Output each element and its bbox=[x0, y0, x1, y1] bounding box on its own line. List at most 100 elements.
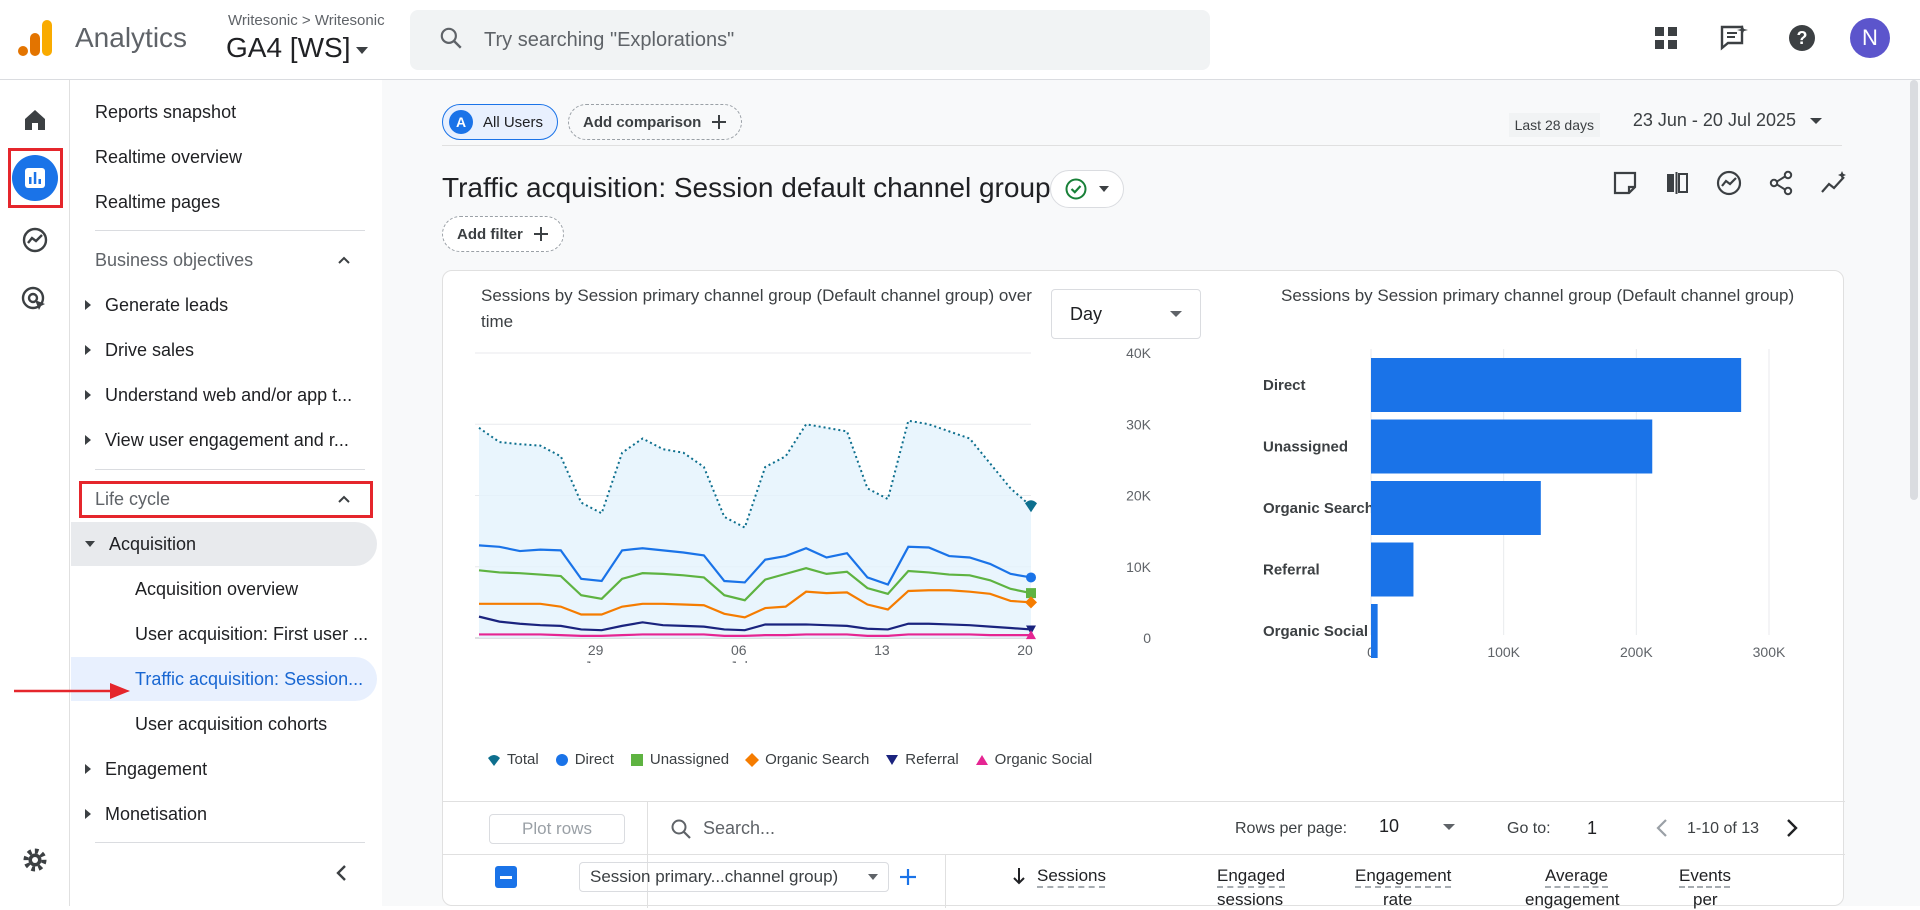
dimension-label: Session primary...channel group) bbox=[590, 867, 839, 886]
bar-chart-title: Sessions by Session primary channel grou… bbox=[1281, 286, 1795, 305]
plot-rows-button[interactable]: Plot rows bbox=[489, 814, 625, 844]
col-average-engagement[interactable]: Average bbox=[1545, 866, 1609, 885]
rows-per-page-label: Rows per page: bbox=[1235, 820, 1348, 837]
plus-icon bbox=[533, 227, 548, 241]
date-range-picker[interactable]: 23 Jun - 20 Jul 2025 bbox=[1633, 110, 1822, 131]
nav-reports-snapshot[interactable]: Reports snapshot bbox=[95, 101, 237, 122]
collapse-nav-icon[interactable] bbox=[334, 864, 350, 887]
settings-icon[interactable] bbox=[15, 840, 55, 880]
col-engaged-sessions[interactable]: Engaged bbox=[1217, 866, 1286, 885]
rows-per-page-select[interactable]: 10 bbox=[1379, 816, 1455, 837]
bar-category-label: Direct bbox=[1263, 377, 1306, 394]
next-page-icon[interactable] bbox=[1785, 818, 1799, 838]
legend-item[interactable]: Total bbox=[487, 751, 539, 768]
y-tick-label: 40K bbox=[1126, 345, 1152, 361]
user-avatar[interactable]: N bbox=[1850, 18, 1890, 58]
dimension-select[interactable]: Session primary...channel group) bbox=[579, 862, 889, 892]
nav-view-engagement[interactable]: View user engagement and r... bbox=[71, 418, 381, 462]
analytics-logo-icon[interactable] bbox=[18, 20, 54, 58]
add-dimension-icon[interactable] bbox=[899, 868, 917, 886]
nav-realtime-overview[interactable]: Realtime overview bbox=[95, 146, 243, 167]
caret-right-icon bbox=[85, 390, 91, 400]
end-marker-direct bbox=[1026, 572, 1036, 583]
check-circle-icon bbox=[1065, 178, 1087, 200]
goto-input[interactable]: 1 bbox=[1587, 818, 1598, 838]
prev-page-icon[interactable] bbox=[1655, 818, 1669, 838]
business-objectives-section[interactable]: Business objectives bbox=[71, 238, 371, 282]
search-bar[interactable]: Try searching "Explorations" bbox=[410, 10, 1210, 70]
series-line-unassigned bbox=[478, 567, 1032, 602]
select-all-checkbox[interactable] bbox=[495, 866, 517, 888]
legend-item[interactable]: Referral bbox=[885, 751, 959, 768]
title-status-chip[interactable] bbox=[1050, 170, 1124, 208]
series-line-total bbox=[478, 419, 1032, 529]
property-selector[interactable]: GA4 [WS] bbox=[226, 32, 369, 64]
search-icon bbox=[438, 25, 464, 56]
legend-item[interactable]: Unassigned bbox=[630, 751, 729, 768]
advertising-icon[interactable] bbox=[15, 280, 55, 320]
help-icon[interactable]: ? bbox=[1782, 18, 1822, 58]
business-objectives-label: Business objectives bbox=[95, 249, 254, 270]
nav-user-acquisition-cohorts[interactable]: User acquisition cohorts bbox=[135, 713, 328, 734]
legend-item[interactable]: Direct bbox=[555, 751, 614, 768]
report-card: Sessions by Session primary channel grou… bbox=[442, 270, 1845, 909]
feedback-icon[interactable] bbox=[1714, 18, 1754, 58]
col-sessions[interactable]: Sessions bbox=[1037, 866, 1106, 885]
share-icon[interactable] bbox=[1768, 170, 1794, 196]
series-line-direct bbox=[478, 544, 1032, 586]
nav-acquisition-overview[interactable]: Acquisition overview bbox=[135, 578, 299, 599]
add-comparison-button[interactable]: Add comparison bbox=[568, 104, 743, 140]
end-marker-organic-social bbox=[1026, 630, 1036, 640]
legend-item[interactable]: Organic Search bbox=[745, 751, 869, 768]
add-filter-button[interactable]: Add filter bbox=[442, 216, 564, 252]
col-engagement-rate[interactable]: Engagement bbox=[1355, 866, 1452, 885]
legend-label: Unassigned bbox=[649, 751, 730, 768]
goto-label: Go to: bbox=[1507, 820, 1551, 837]
nav-drive-sales[interactable]: Drive sales bbox=[71, 328, 381, 372]
caret-down-icon bbox=[356, 46, 369, 54]
legend-marker-tri-up-icon bbox=[975, 754, 988, 765]
nav-understand-traffic[interactable]: Understand web and/or app t... bbox=[71, 373, 381, 417]
caret-down-icon bbox=[1443, 823, 1455, 830]
explore-icon[interactable] bbox=[15, 220, 55, 260]
nav-engagement[interactable]: Engagement bbox=[71, 747, 381, 791]
property-name: GA4 [WS] bbox=[226, 32, 351, 63]
table-search-input[interactable]: Search... bbox=[703, 818, 776, 838]
segment-chip[interactable]: A All Users bbox=[442, 104, 559, 140]
home-icon[interactable] bbox=[15, 100, 55, 140]
divider bbox=[647, 802, 648, 908]
nav-user-acquisition[interactable]: User acquisition: First user ... bbox=[135, 623, 369, 644]
insights-icon[interactable] bbox=[1716, 170, 1742, 196]
table-toolbar: Plot rows Search... Rows per page: 10 Go… bbox=[443, 801, 1845, 909]
y-tick-label: 0 bbox=[1143, 630, 1151, 646]
apps-grid-icon[interactable] bbox=[1646, 18, 1686, 58]
granularity-select[interactable]: Day bbox=[1051, 289, 1201, 339]
nav-traffic-acquisition[interactable]: Traffic acquisition: Session... bbox=[71, 657, 377, 701]
compare-columns-icon[interactable] bbox=[1664, 170, 1690, 196]
reports-icon[interactable] bbox=[12, 155, 58, 201]
nav-generate-leads[interactable]: Generate leads bbox=[71, 283, 381, 327]
legend-label: Direct bbox=[574, 751, 614, 768]
col-events-per[interactable]: Events bbox=[1679, 866, 1731, 885]
line-chart[interactable]: 0 10K 20K 30K 40K 29Jun 06Jul 13 20 bbox=[443, 343, 1223, 663]
annotation-note-icon[interactable] bbox=[1612, 170, 1638, 196]
nav-realtime-pages[interactable]: Realtime pages bbox=[95, 191, 221, 212]
col-engagement-rate-line2: rate bbox=[1383, 890, 1413, 909]
account-breadcrumb[interactable]: Writesonic > Writesonic bbox=[228, 12, 385, 29]
x-tick-label: Jun bbox=[584, 658, 607, 663]
nav-label: Acquisition bbox=[109, 533, 197, 554]
life-cycle-section[interactable]: Life cycle bbox=[71, 477, 371, 521]
main-content: A All Users Add comparison Last 28 days … bbox=[382, 80, 1920, 909]
legend-marker-square-icon bbox=[630, 753, 643, 766]
page-scrollbar[interactable] bbox=[1910, 80, 1918, 500]
sort-arrow-down-icon[interactable] bbox=[1011, 866, 1027, 886]
trend-sparkle-icon[interactable] bbox=[1820, 170, 1848, 196]
pagination-label: 1-10 of 13 bbox=[1687, 820, 1760, 837]
bar-organic-search bbox=[1371, 481, 1541, 535]
segment-letter-badge: A bbox=[449, 110, 473, 134]
nav-acquisition[interactable]: Acquisition bbox=[71, 522, 377, 566]
legend-item[interactable]: Organic Social bbox=[975, 751, 1092, 768]
chevron-up-icon bbox=[338, 256, 350, 264]
nav-monetisation[interactable]: Monetisation bbox=[71, 792, 381, 836]
